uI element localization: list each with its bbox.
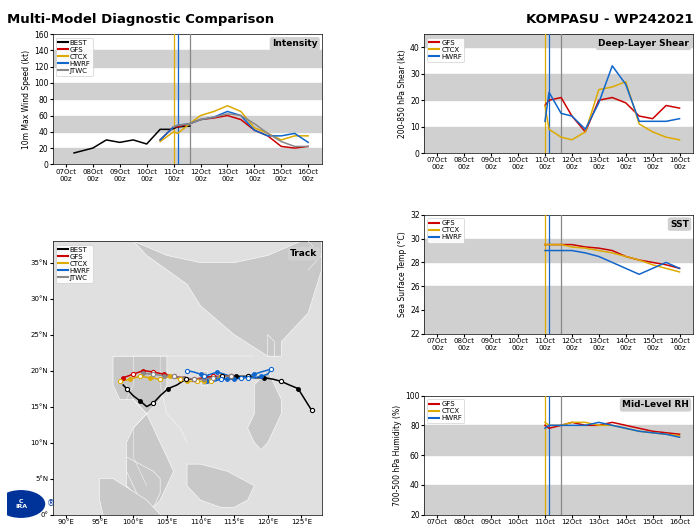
Polygon shape: [133, 241, 321, 356]
Bar: [52, 83, 321, 99]
Circle shape: [0, 491, 45, 517]
Y-axis label: 700-500 hPa Humidity (%): 700-500 hPa Humidity (%): [393, 404, 402, 506]
Text: Mid-Level RH: Mid-Level RH: [622, 401, 689, 410]
Bar: [52, 148, 321, 164]
Polygon shape: [99, 478, 174, 525]
Text: Deep-Layer Shear: Deep-Layer Shear: [598, 39, 689, 48]
Bar: [424, 74, 693, 100]
Bar: [52, 50, 321, 67]
Text: SST: SST: [670, 219, 689, 228]
Text: ®: ®: [48, 499, 55, 509]
Bar: [424, 425, 693, 455]
Y-axis label: Sea Surface Temp (°C): Sea Surface Temp (°C): [398, 232, 407, 317]
Polygon shape: [321, 241, 389, 291]
Legend: BEST, GFS, CTCX, HWRF, JTWC: BEST, GFS, CTCX, HWRF, JTWC: [56, 245, 93, 283]
Bar: [424, 286, 693, 334]
Text: Intensity: Intensity: [272, 39, 318, 48]
Bar: [52, 116, 321, 132]
Bar: [424, 34, 693, 47]
Polygon shape: [200, 371, 207, 385]
Polygon shape: [127, 457, 160, 507]
Polygon shape: [248, 371, 281, 450]
Text: C
IRA: C IRA: [15, 499, 27, 509]
Bar: [424, 239, 693, 262]
Text: Multi-Model Diagnostic Comparison: Multi-Model Diagnostic Comparison: [7, 13, 274, 26]
Y-axis label: 10m Max Wind Speed (kt): 10m Max Wind Speed (kt): [22, 50, 31, 149]
Text: Track: Track: [290, 249, 318, 258]
Polygon shape: [113, 356, 174, 507]
Legend: GFS, CTCX, HWRF: GFS, CTCX, HWRF: [428, 38, 464, 62]
Legend: BEST, GFS, CTCX, HWRF, JTWC: BEST, GFS, CTCX, HWRF, JTWC: [56, 38, 93, 76]
Bar: [424, 127, 693, 153]
Legend: GFS, CTCX, HWRF: GFS, CTCX, HWRF: [428, 399, 464, 423]
Text: KOMPASU - WP242021: KOMPASU - WP242021: [526, 13, 693, 26]
Bar: [424, 485, 693, 514]
Polygon shape: [187, 464, 254, 507]
Polygon shape: [268, 334, 274, 356]
Y-axis label: 200-850 hPa Shear (kt): 200-850 hPa Shear (kt): [398, 49, 407, 138]
Legend: GFS, CTCX, HWRF: GFS, CTCX, HWRF: [428, 218, 464, 243]
